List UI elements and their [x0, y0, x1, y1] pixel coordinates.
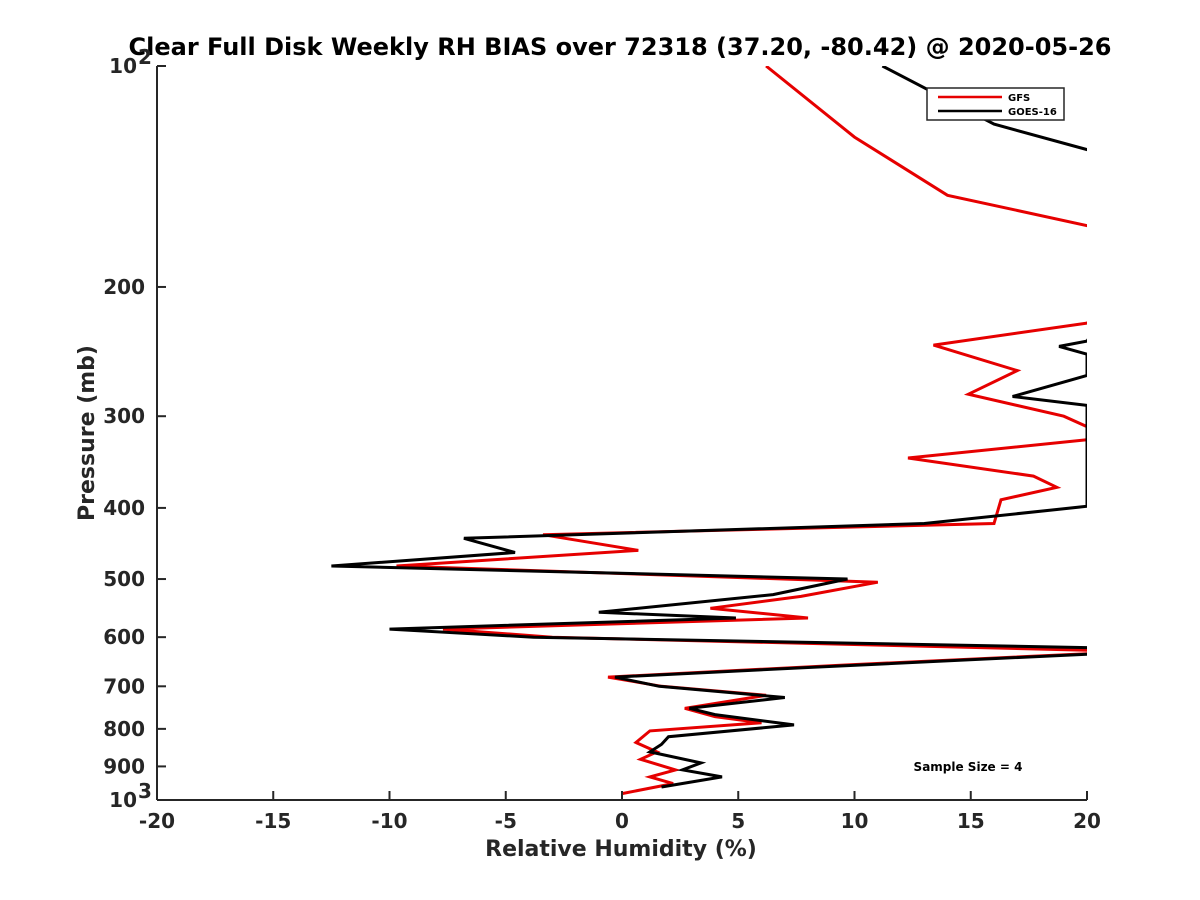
y-tick-label: 600 [103, 625, 145, 649]
legend: GFS GOES-16 [926, 87, 1065, 121]
y-tick-label: 700 [103, 674, 145, 698]
y-tick-exponent: 2 [138, 45, 152, 69]
series-line-goes16 [331, 66, 1087, 789]
x-tick-label: -20 [139, 809, 175, 833]
y-tick-label: 900 [103, 754, 145, 778]
x-tick-label: 20 [1073, 809, 1101, 833]
y-tick-label: 800 [103, 717, 145, 741]
x-ticks: -20 -15 -10 -5 0 5 10 15 20 [139, 791, 1101, 833]
series-layer [331, 66, 1087, 796]
x-tick-label: 15 [957, 809, 985, 833]
y-tick-label: 400 [103, 496, 145, 520]
x-tick-label: -5 [495, 809, 517, 833]
x-tick-label: 0 [615, 809, 629, 833]
legend-label-goes16: GOES-16 [1008, 107, 1057, 118]
x-axis-label: Relative Humidity (%) [485, 837, 757, 862]
legend-box [926, 87, 1065, 121]
y-tick-label: 200 [103, 275, 145, 299]
x-tick-label: -15 [255, 809, 291, 833]
y-tick-label: 500 [103, 567, 145, 591]
x-tick-label: -10 [371, 809, 407, 833]
y-tick-exponent: 3 [138, 779, 152, 803]
legend-label-gfs: GFS [1008, 93, 1030, 104]
y-tick-label: 10 [109, 788, 137, 812]
series-line-gfs [396, 66, 1087, 796]
chart-title: Clear Full Disk Weekly RH BIAS over 7231… [129, 33, 1112, 61]
x-tick-label: 10 [841, 809, 869, 833]
y-tick-label: 300 [103, 404, 145, 428]
x-tick-label: 5 [731, 809, 745, 833]
y-tick-label: 10 [109, 54, 137, 78]
y-axis-label: Pressure (mb) [75, 345, 100, 521]
sample-size-annotation: Sample Size = 4 [914, 760, 1023, 774]
